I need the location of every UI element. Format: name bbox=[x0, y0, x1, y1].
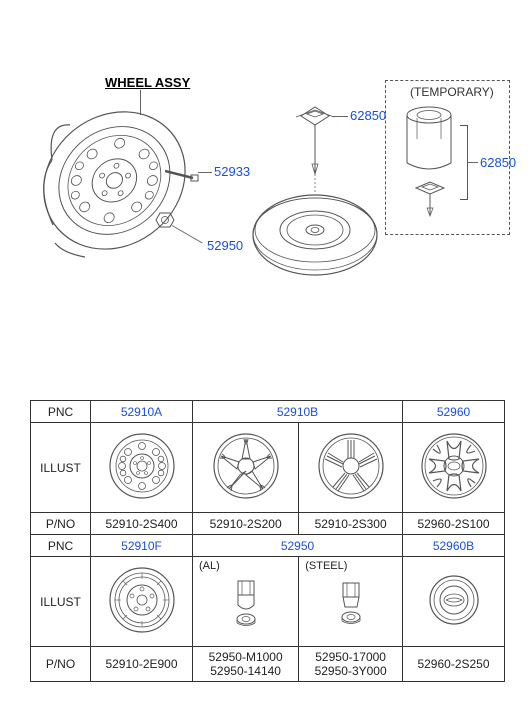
callout-62850-right[interactable]: 62850 bbox=[480, 155, 516, 170]
pnc-52910A[interactable]: 52910A bbox=[121, 405, 162, 419]
illust-steel-wheel bbox=[91, 423, 193, 513]
pno-line: 52950-M1000 bbox=[209, 650, 283, 664]
callout-52933[interactable]: 52933 bbox=[214, 164, 250, 179]
pno-cell: 52960-2S100 bbox=[403, 513, 505, 535]
table-row: PNC 52910A 52910B 52960 bbox=[31, 401, 505, 423]
pno-cell: 52950-M1000 52950-14140 bbox=[193, 647, 299, 682]
parts-table-container: PNC 52910A 52910B 52960 ILLUST bbox=[30, 400, 505, 682]
table-row: P/NO 52910-2E900 52950-M1000 52950-14140… bbox=[31, 647, 505, 682]
bracket-62850 bbox=[460, 125, 468, 200]
parts-table: PNC 52910A 52910B 52960 ILLUST bbox=[30, 400, 505, 682]
pno-line: 52950-17000 bbox=[315, 650, 386, 664]
leader-62850-left bbox=[332, 116, 348, 117]
pno-line: 52950-3Y000 bbox=[315, 664, 387, 678]
pnc-52910F[interactable]: 52910F bbox=[121, 539, 162, 553]
header-pnc: PNC bbox=[31, 535, 91, 557]
header-pnc: PNC bbox=[31, 401, 91, 423]
illust-center-cap bbox=[403, 557, 505, 647]
leader-62850-right bbox=[468, 162, 478, 163]
illust-alloy-wheel-2 bbox=[299, 423, 403, 513]
header-illust: ILLUST bbox=[31, 423, 91, 513]
illust-wheel-cover bbox=[403, 423, 505, 513]
pno-cell: 52910-2E900 bbox=[91, 647, 193, 682]
tire-tool-drawing bbox=[293, 104, 337, 194]
table-row: ILLUST bbox=[31, 423, 505, 513]
header-illust: ILLUST bbox=[31, 557, 91, 647]
tire-drawing bbox=[250, 190, 380, 280]
pnc-52910B[interactable]: 52910B bbox=[277, 405, 318, 419]
wheel-assy-title: WHEEL ASSY bbox=[105, 75, 190, 90]
label-steel: (STEEL) bbox=[305, 560, 347, 572]
illust-spare-wheel bbox=[91, 557, 193, 647]
illust-nut-al: (AL) bbox=[193, 557, 299, 647]
pno-cell: 52950-17000 52950-3Y000 bbox=[299, 647, 403, 682]
temporary-label: (TEMPORARY) bbox=[410, 85, 494, 99]
spacer-cap-drawing bbox=[412, 180, 448, 220]
diagram-panel: WHEEL ASSY 52933 bbox=[0, 0, 532, 370]
illust-alloy-wheel-1 bbox=[193, 423, 299, 513]
leader-52933 bbox=[198, 172, 212, 173]
pnc-52960[interactable]: 52960 bbox=[437, 405, 470, 419]
table-row: PNC 52910F 52950 52960B bbox=[31, 535, 505, 557]
pno-cell: 52910-2S400 bbox=[91, 513, 193, 535]
illust-nut-steel: (STEEL) bbox=[299, 557, 403, 647]
valve-stem-drawing bbox=[165, 165, 205, 183]
header-pno: P/NO bbox=[31, 513, 91, 535]
callout-62850-left[interactable]: 62850 bbox=[350, 108, 386, 123]
header-pno: P/NO bbox=[31, 647, 91, 682]
pno-cell: 52960-2S250 bbox=[403, 647, 505, 682]
pno-cell: 52910-2S300 bbox=[299, 513, 403, 535]
table-row: P/NO 52910-2S400 52910-2S200 52910-2S300… bbox=[31, 513, 505, 535]
callout-52950[interactable]: 52950 bbox=[207, 238, 243, 253]
table-row: ILLUST bbox=[31, 557, 505, 647]
pnc-52950[interactable]: 52950 bbox=[281, 539, 314, 553]
pno-line: 52950-14140 bbox=[210, 664, 281, 678]
pnc-52960B[interactable]: 52960B bbox=[433, 539, 474, 553]
label-al: (AL) bbox=[199, 560, 220, 572]
pno-cell: 52910-2S200 bbox=[193, 513, 299, 535]
